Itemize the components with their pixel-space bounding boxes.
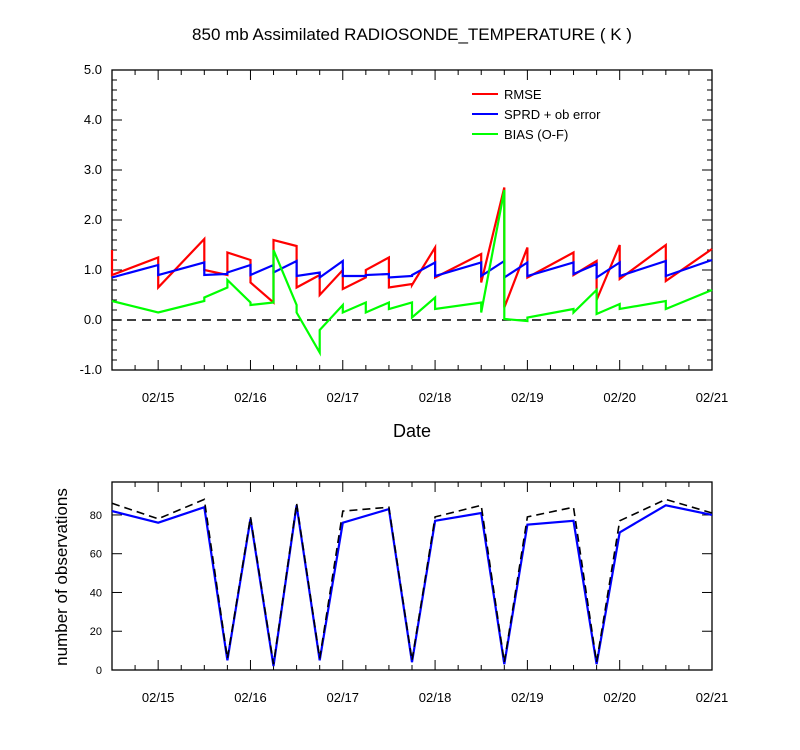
top-y-tick-label: -1.0 bbox=[80, 362, 102, 377]
bottom-series-total bbox=[111, 498, 713, 665]
bottom-panel: 02/15 02/16 02/17 02/18 02/19 02/20 02/21 0 20 40… bbox=[90, 481, 729, 705]
top-panel: 02/15 02/16 02/17 02/18 02/19 02/20 02/21 -1.0 0… bbox=[80, 62, 729, 405]
top-frame bbox=[111, 69, 713, 371]
top-series-rmse bbox=[110, 187, 713, 308]
legend-label: BIAS (O-F) bbox=[504, 127, 568, 142]
top-x-tick-label: 02/19 bbox=[511, 390, 544, 405]
bottom-y-tick-label: 0 bbox=[96, 665, 102, 677]
bottom-x-tick-label: 02/19 bbox=[511, 690, 544, 705]
bottom-x-tick-label: 02/18 bbox=[419, 690, 452, 705]
top-x-tick-label: 02/16 bbox=[234, 390, 267, 405]
bottom-x-tick-label: 02/21 bbox=[696, 690, 729, 705]
legend-label: SPRD + ob error bbox=[504, 107, 601, 122]
bottom-y-tick-label: 20 bbox=[90, 626, 102, 638]
top-y-tick-label: 3.0 bbox=[84, 162, 102, 177]
bottom-x-tick-label: 02/20 bbox=[603, 690, 636, 705]
bottom-x-tick-label: 02/16 bbox=[234, 690, 267, 705]
top-x-tick-label: 02/21 bbox=[696, 390, 729, 405]
bottom-x-tick-label: 02/15 bbox=[142, 690, 175, 705]
bottom-frame bbox=[111, 481, 713, 671]
top-x-axis-label: Date bbox=[393, 421, 431, 441]
bottom-y-tick-label: 60 bbox=[90, 549, 102, 561]
top-x-tick-label: 02/20 bbox=[603, 390, 636, 405]
bottom-y-tick-label: 80 bbox=[90, 510, 102, 522]
top-x-tick-label: 02/15 bbox=[142, 390, 175, 405]
bottom-y-tick-label: 40 bbox=[90, 587, 102, 599]
top-y-tick-label: 0.0 bbox=[84, 312, 102, 327]
top-x-tick-label: 02/18 bbox=[419, 390, 452, 405]
top-y-tick-label: 2.0 bbox=[84, 212, 102, 227]
top-y-tick-label: 1.0 bbox=[84, 262, 102, 277]
legend-label: RMSE bbox=[504, 87, 542, 102]
top-x-tick-label: 02/17 bbox=[326, 390, 359, 405]
top-y-tick-label: 4.0 bbox=[84, 112, 102, 127]
chart-title: 850 mb Assimilated RADIOSONDE_TEMPERATUR… bbox=[192, 25, 632, 44]
top-series-sprd-ob-error bbox=[111, 258, 713, 280]
bottom-y-axis-label: number of observations bbox=[52, 488, 71, 666]
bottom-x-tick-label: 02/17 bbox=[326, 690, 359, 705]
bottom-series-assimilated bbox=[111, 504, 713, 667]
top-series-bias-o-f bbox=[111, 189, 713, 357]
top-y-tick-label: 5.0 bbox=[84, 62, 102, 77]
